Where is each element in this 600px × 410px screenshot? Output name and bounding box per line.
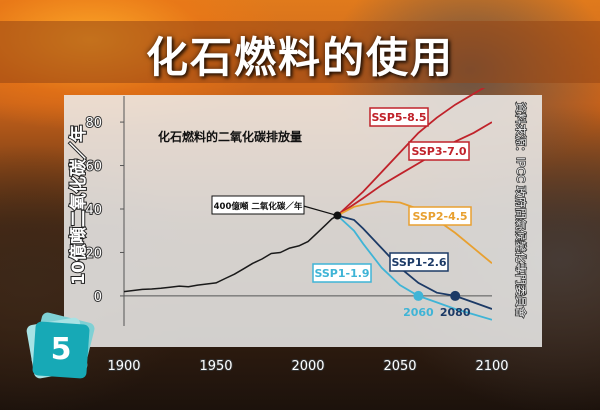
series-line-ssp3-7.0 <box>336 121 492 217</box>
slide-number-badge: 5 <box>25 311 96 383</box>
series-label-ssp2-4.5: SSP2-4.5 <box>412 210 467 223</box>
series-line-ssp1-1.9 <box>336 214 492 321</box>
milestone-label: 2080 <box>440 306 471 319</box>
x-tick-label: 1950 <box>199 359 232 374</box>
annotation-leader <box>299 204 338 217</box>
source-note: 資料來源：IPCC 政府間氣候變化專門委員會 <box>514 102 528 318</box>
series-label-ssp5-8.5: SSP5-8.5 <box>371 111 426 124</box>
historical-line <box>123 214 338 293</box>
milestone-marker <box>450 290 461 301</box>
x-tick-label: 2050 <box>383 359 416 374</box>
y-tick-label: 40 <box>85 203 102 218</box>
series-label-ssp1-2.6: SSP1-2.6 <box>391 256 446 269</box>
y-tick-label: 60 <box>85 160 102 175</box>
series-line-ssp5-8.5 <box>336 88 486 217</box>
annotation-point <box>333 211 342 220</box>
series-label-ssp1-1.9: SSP1-1.9 <box>314 267 369 280</box>
series-label-box <box>369 107 429 127</box>
series-line-ssp1-2.6 <box>337 214 492 310</box>
series-label-ssp3-7.0: SSP3-7.0 <box>411 145 466 158</box>
series-label-box <box>312 263 372 283</box>
badge-number: 5 <box>50 332 72 367</box>
title-band <box>0 21 600 83</box>
y-tick-label: 80 <box>85 116 102 131</box>
series-label-box <box>408 141 470 161</box>
annotation-text: 400億噸 二氧化碳／年 <box>214 201 303 212</box>
milestone-marker <box>413 290 424 301</box>
y-tick-label: 0 <box>94 290 102 305</box>
y-axis-label: 10億噸二氧化碳／年 <box>68 125 89 285</box>
y-tick-label: 20 <box>85 246 102 261</box>
x-tick-label: 2100 <box>475 359 508 374</box>
milestone-label: 2060 <box>403 306 434 319</box>
chart-title: 化石燃料的二氧化碳排放量 <box>158 129 302 144</box>
x-tick-label: 1900 <box>107 359 140 374</box>
series-label-box <box>408 206 472 226</box>
annotation-box <box>211 195 305 215</box>
series-label-box <box>389 252 449 272</box>
x-tick-label: 2000 <box>291 359 324 374</box>
series-line-ssp2-4.5 <box>336 200 492 264</box>
page-title: 化石燃料的使用 <box>145 33 454 82</box>
